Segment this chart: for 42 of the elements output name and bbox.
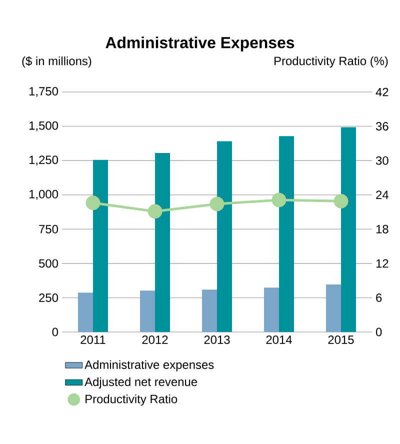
point [148,204,162,219]
y2-tick-label: 0 [376,328,382,336]
bar [326,284,341,332]
bar [202,290,217,332]
y2-tick-label: 18 [376,224,388,234]
x-tick-label: 2013 [204,336,230,344]
point [334,194,348,208]
bar [264,288,279,332]
y2-tick-label: 24 [376,190,388,200]
point [86,196,100,210]
y-tick-label: 250 [39,293,58,302]
legend-label: Adjusted net revenue [84,377,198,388]
bar [93,160,108,332]
y2-tick-label: 30 [376,156,388,165]
y-tick-label: 1,750 [29,87,58,97]
y2-tick-label: 36 [376,122,388,131]
bar [341,127,356,332]
legend-label: Administrative expenses [84,360,214,372]
x-tick-label: 2011 [80,336,106,344]
x-tick-label: 2015 [328,336,354,344]
bar [155,153,170,332]
y-tick-label: 500 [39,259,58,268]
y-tick-label: 1,500 [29,121,58,132]
chart-title: Administrative Expenses [106,36,294,52]
y2-tick-label: 6 [376,293,382,302]
y-tick-label: 1,250 [29,156,58,166]
bar [279,136,294,332]
y2-tick-label: 42 [376,88,388,96]
point [210,196,224,212]
x-tick-label: 2012 [142,336,168,344]
legend-label: Productivity Ratio [86,394,178,406]
y-tick-label: 1,000 [29,190,58,200]
point [272,192,286,208]
x-tick-label: 2014 [266,336,292,344]
bar [140,290,155,332]
y-axis-title: ($ in millions) [22,56,92,68]
bar [217,141,232,332]
y-tick-label: 750 [39,224,58,234]
y2-axis-title: Productivity Ratio (%) [274,56,388,68]
bar [78,292,93,332]
y2-tick-label: 12 [376,259,388,268]
y-tick-label: 0 [52,328,58,336]
